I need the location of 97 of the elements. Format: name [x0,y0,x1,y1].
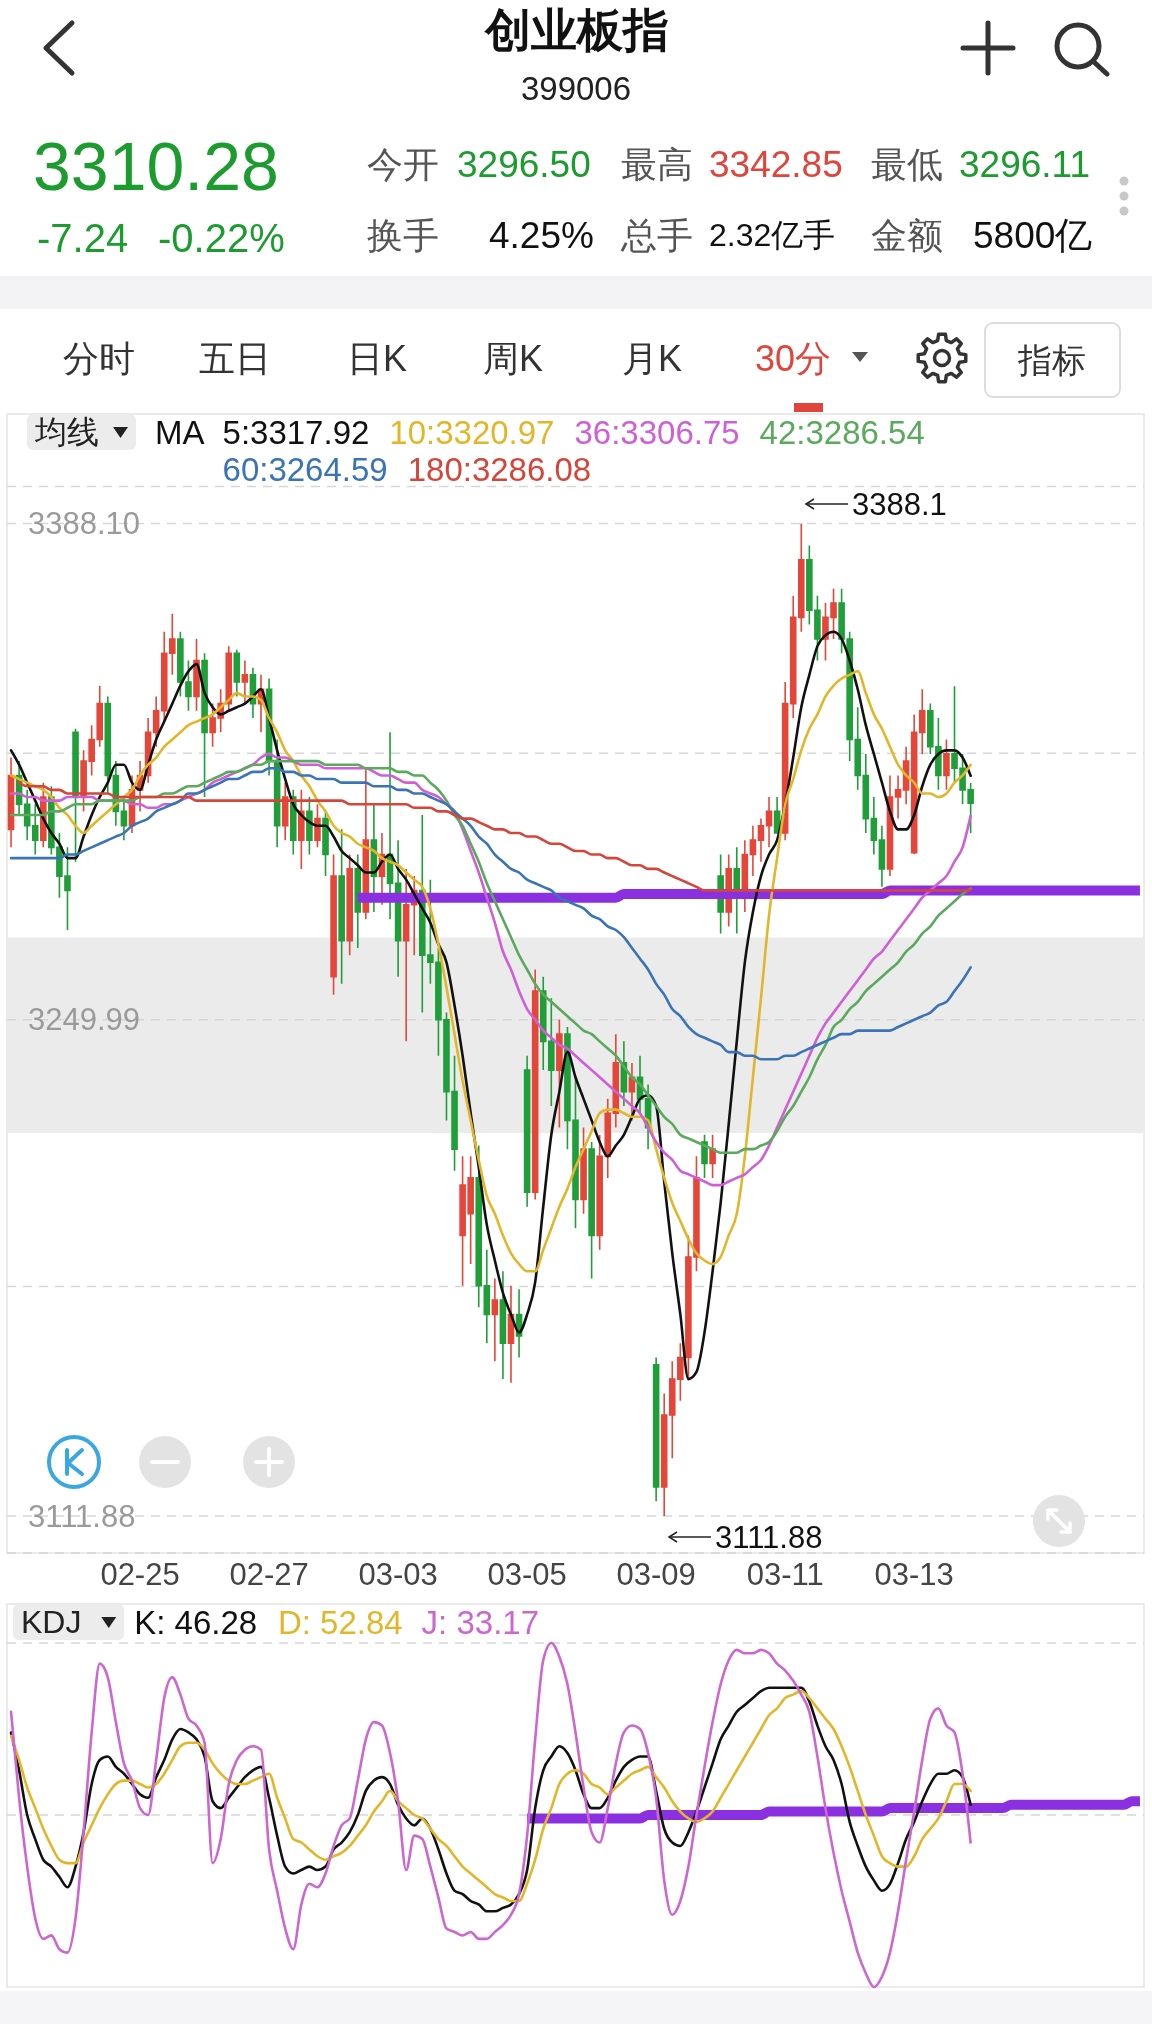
y-tick-label: 3249.99 [28,1002,141,1038]
candlestick [499,1270,507,1380]
candlestick [588,1141,595,1280]
x-tick-label: 03-13 [874,1556,954,1592]
candlestick [241,659,249,705]
annotation: 3388.1 [852,486,947,522]
text: 42:3286.54 [759,413,925,451]
candlestick [757,817,765,863]
candlestick [346,853,354,956]
candlestick [152,695,160,748]
text: 指标 [1017,341,1086,379]
line-series [9,630,972,1381]
candlestick [23,789,31,841]
candlestick [580,1126,587,1215]
candlestick [491,1277,499,1362]
x-tick-label: 02-27 [229,1556,309,1592]
legend-title: MA [155,413,205,451]
candlestick [193,638,200,712]
candlestick [918,688,926,755]
candlestick [402,868,410,1043]
candlestick [701,1133,708,1179]
text: 30分 [754,337,832,379]
candlestick [338,828,345,985]
text: 3310.28 [33,128,279,204]
line-series [9,766,972,1061]
line-series [17,781,972,892]
text: -0.22% [158,216,285,260]
candlestick [225,645,233,712]
text: 180:3286.08 [407,450,592,488]
text: 3296.50 [457,143,591,185]
candlestick [281,781,289,841]
candlestick [765,796,773,849]
x-tick-label: 03-11 [746,1556,824,1592]
candlestick [773,796,781,834]
text: 3296.11 [959,143,1090,185]
candlestick [612,1033,620,1129]
text: K: 46.28 [134,1603,258,1641]
text: 60:3264.59 [222,450,388,488]
text: 今开 [367,143,439,185]
text: 4.25% [489,214,594,256]
candlestick [531,968,539,1201]
line-series [9,669,972,1273]
text: 五日 [199,337,271,379]
text: KDJ [21,1604,82,1640]
candlestick [894,774,902,820]
x-tick-label: 03-09 [616,1556,696,1592]
text: 总手 [620,214,693,256]
candlestick [733,846,741,935]
candlestick [72,727,79,863]
text: 3342.85 [709,143,843,185]
x-tick-label: 03-05 [487,1556,567,1592]
text: 最低 [871,143,943,185]
candlestick [31,803,39,856]
text: 月K [621,337,683,379]
candlestick [298,789,305,870]
text: 均线 [34,414,99,450]
candlestick [628,1062,636,1122]
candlestick [515,1288,523,1359]
candlestick [233,648,241,698]
candlestick [709,1133,716,1179]
text: 分时 [63,337,135,379]
text: 日K [346,337,408,379]
candlestick [306,796,313,856]
annotation: 3111.88 [715,1519,823,1555]
text: 换手 [367,214,439,256]
candlestick [741,839,749,913]
candlestick [7,756,15,849]
candlestick [943,738,950,791]
text: 10:3320.97 [389,413,555,451]
candlestick [507,1284,515,1384]
candlestick [386,731,394,920]
candlestick [330,853,337,996]
candlestick [120,796,128,841]
text: D: 52.84 [277,1603,403,1641]
candlestick [878,824,886,888]
text: 创业板指 [483,4,669,56]
y-tick-label: 3388.10 [28,506,141,542]
candlestick [652,1356,660,1503]
candlestick [749,824,757,877]
candlestick [104,695,112,795]
x-tick-label: 03-03 [358,1556,438,1592]
candlestick [620,1040,628,1107]
text: -7.24 [37,216,129,260]
text: 金额 [871,214,943,256]
text: 399006 [520,69,632,107]
candlestick [870,796,878,856]
candlestick [354,853,362,949]
text: 5:3317.92 [222,413,370,451]
series-label: J: 33.17 [421,1603,540,1641]
y-tick-label: 3111.88 [28,1498,136,1534]
text: 5800亿 [973,214,1093,256]
text: 最高 [621,143,693,185]
candlestick [523,1054,531,1208]
text: 周K [482,337,544,379]
x-tick-label: 02-25 [100,1556,180,1592]
text: 2.32亿手 [709,217,836,253]
text: 36:3306.75 [574,413,740,451]
